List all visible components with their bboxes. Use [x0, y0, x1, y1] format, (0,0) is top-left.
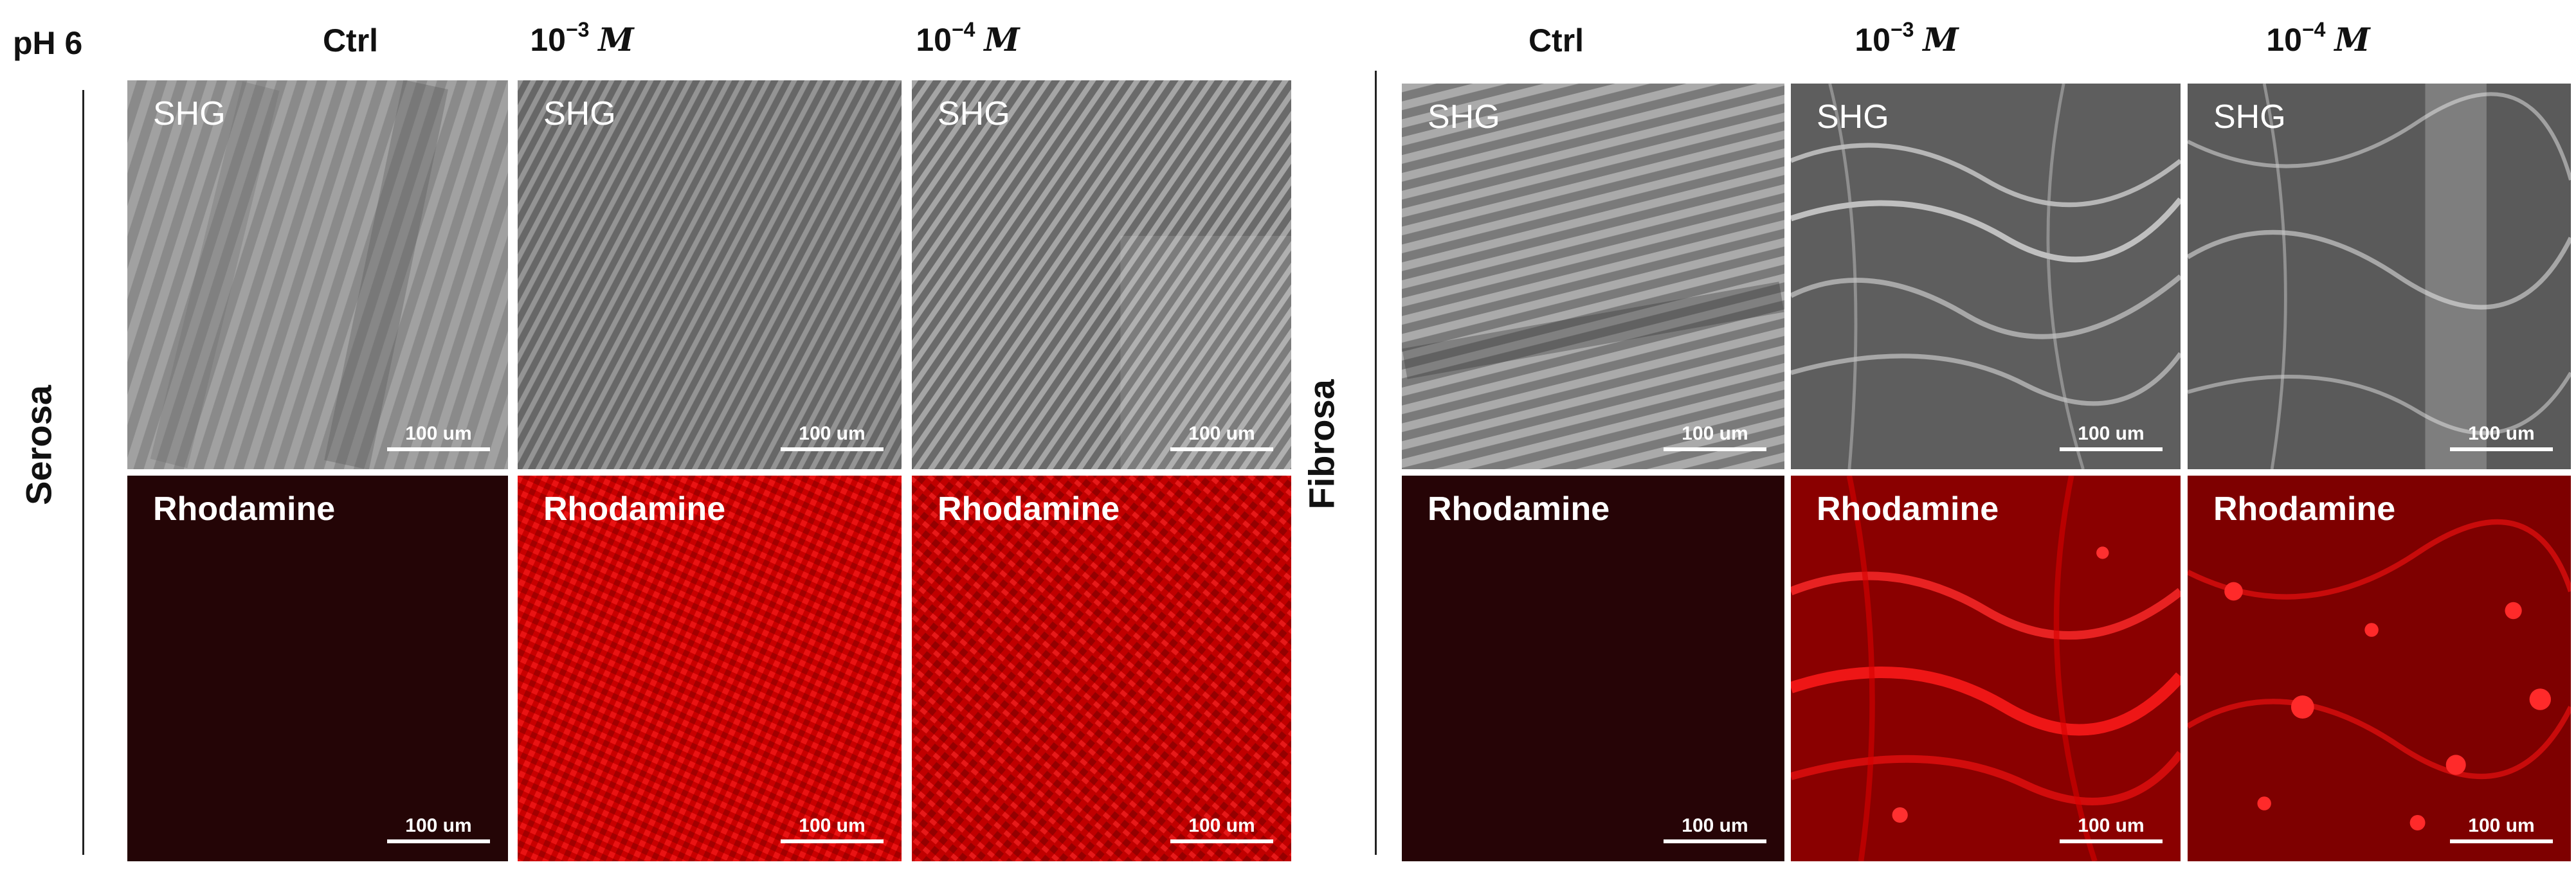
panel-fibrosa-1e-4-rhodamine: Rhodamine 100 um: [2188, 476, 2571, 861]
scale-bar-text: 100 um: [1188, 815, 1255, 836]
scale-bar: 100 um: [2450, 423, 2553, 451]
rhodamine-texture: [518, 476, 902, 861]
scale-bar: 100 um: [2450, 815, 2553, 843]
scale-bar-text: 100 um: [799, 423, 866, 444]
panel-fibrosa-ctrl-rhodamine: Rhodamine 100 um: [1402, 476, 1784, 861]
panel-fibrosa-1e-3-shg: SHG 100 um: [1791, 84, 2181, 469]
scale-bar: 100 um: [1664, 423, 1766, 451]
panel-label-shg: SHG: [2213, 98, 2286, 136]
left-col-header-ctrl: Ctrl: [322, 22, 379, 58]
row-label-serosa: Serosa: [18, 385, 59, 505]
scale-bar-text: 100 um: [2468, 423, 2535, 444]
scale-bar: 100 um: [2060, 423, 2163, 451]
right-col-header-1e-4: 10−4 M: [2266, 18, 2370, 58]
row-label-fibrosa: Fibrosa: [1301, 379, 1342, 510]
panel-serosa-1e-4-shg: SHG 100 um: [912, 80, 1291, 469]
rhodamine-texture: [912, 476, 1291, 861]
panel-serosa-ctrl-rhodamine: Rhodamine 100 um: [127, 476, 508, 861]
panel-label-shg: SHG: [543, 95, 616, 132]
scale-bar-text: 100 um: [1682, 423, 1748, 444]
panel-fibrosa-1e-4-shg: SHG 100 um: [2188, 84, 2571, 469]
panel-serosa-1e-3-shg: SHG 100 um: [518, 80, 902, 469]
scale-bar-text: 100 um: [1682, 815, 1748, 836]
rhodamine-texture: [2188, 519, 2571, 830]
shg-texture: [518, 80, 902, 469]
scale-bar: 100 um: [387, 423, 490, 451]
panel-serosa-1e-4-rhodamine: Rhodamine 100 um: [912, 476, 1291, 861]
scale-bar: 100 um: [2060, 815, 2163, 843]
scale-bar-text: 100 um: [405, 815, 472, 836]
shg-texture: [912, 80, 1291, 469]
panel-serosa-ctrl-shg: SHG 100 um: [127, 80, 508, 469]
panel-label-rhodamine: Rhodamine: [543, 490, 726, 528]
scale-bar: 100 um: [781, 815, 884, 843]
scale-bar: 100 um: [387, 815, 490, 843]
panel-label-shg: SHG: [1428, 98, 1500, 136]
shg-texture: [1402, 84, 1784, 469]
panel-label-shg: SHG: [1817, 98, 1889, 136]
right-col-header-1e-3: 10−3 M: [1855, 18, 1959, 58]
shg-texture: [2188, 84, 2571, 469]
left-col-header-1e-3: 10−3 M: [530, 18, 634, 58]
right-divider-line: [1375, 71, 1377, 855]
scale-bar-text: 100 um: [2078, 815, 2145, 836]
scale-bar-text: 100 um: [799, 815, 866, 836]
panel-label-rhodamine: Rhodamine: [938, 490, 1120, 528]
panel-label-rhodamine: Rhodamine: [153, 490, 336, 528]
scale-bar-text: 100 um: [1188, 423, 1255, 444]
scale-bar: 100 um: [781, 423, 884, 451]
panel-label-shg: SHG: [938, 95, 1010, 132]
scale-bar: 100 um: [1170, 815, 1273, 843]
scale-bar: 100 um: [1170, 423, 1273, 451]
panel-fibrosa-1e-3-rhodamine: Rhodamine 100 um: [1791, 476, 2181, 861]
scale-bar: 100 um: [1664, 815, 1766, 843]
left-col-header-1e-4: 10−4 M: [916, 18, 1020, 58]
scale-bar-text: 100 um: [405, 423, 472, 444]
scale-bar-text: 100 um: [2468, 815, 2535, 836]
panel-label-rhodamine: Rhodamine: [1428, 490, 1610, 528]
panel-fibrosa-ctrl-shg: SHG 100 um: [1402, 84, 1784, 469]
scale-bar-text: 100 um: [2078, 423, 2145, 444]
shg-texture: [1791, 84, 2181, 469]
rhodamine-texture: [1791, 476, 2181, 861]
panel-label-rhodamine: Rhodamine: [2213, 490, 2396, 528]
ph-label: pH 6: [13, 25, 83, 61]
right-col-header-ctrl: Ctrl: [1528, 22, 1584, 58]
panel-label-shg: SHG: [153, 95, 226, 132]
shg-texture: [127, 80, 508, 469]
left-divider-line: [82, 90, 84, 855]
panel-serosa-1e-3-rhodamine: Rhodamine 100 um: [518, 476, 902, 861]
panel-label-rhodamine: Rhodamine: [1817, 490, 1999, 528]
